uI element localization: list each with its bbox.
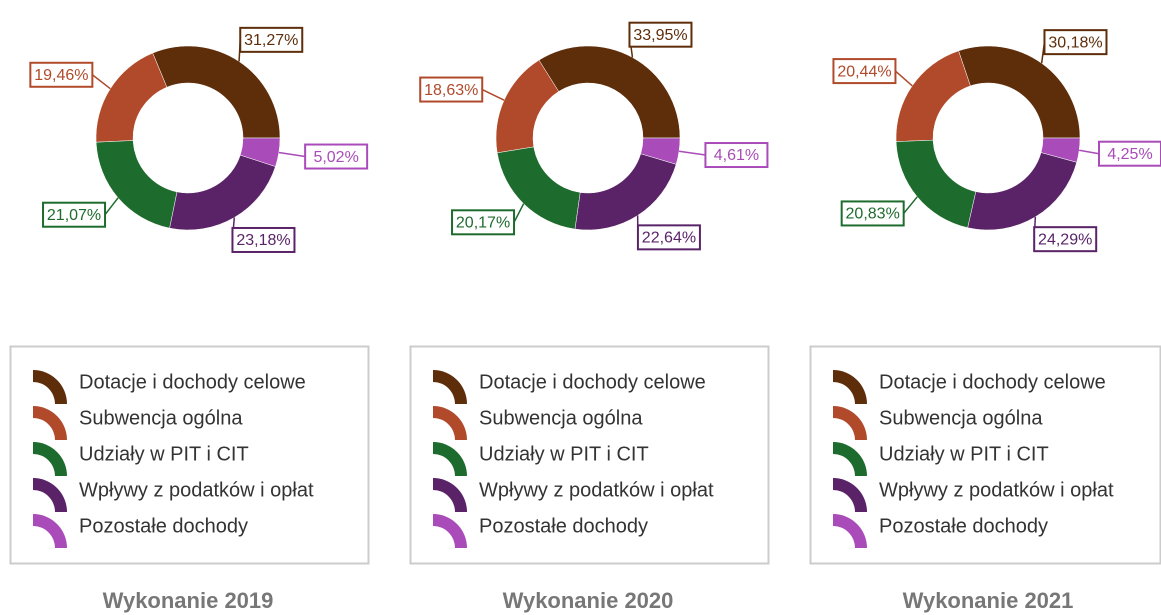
legend-icon (833, 478, 867, 512)
value-label-box (419, 76, 484, 103)
donut-segment (1040, 137, 1081, 163)
value-label: 18,63% (424, 82, 478, 99)
legend-label: Wpływy z podatków i opłat (79, 479, 314, 501)
legend-icon (433, 478, 467, 512)
donut-segment (95, 140, 178, 229)
legend-label: Pozostałe dochody (479, 515, 648, 537)
donut-segment (95, 52, 168, 143)
donut-segment (574, 153, 677, 231)
value-label: 24,29% (1038, 231, 1092, 248)
donut-segment (239, 137, 281, 167)
legend-icon (433, 514, 467, 548)
legend-icon (33, 406, 67, 440)
donut-segment (496, 146, 581, 230)
legend-icon (433, 370, 467, 404)
legend-icon (33, 478, 67, 512)
value-label-box (231, 226, 296, 253)
legend-box (9, 345, 370, 565)
legend-label: Wpływy z podatków i opłat (479, 479, 714, 501)
value-label: 5,02% (313, 149, 358, 166)
value-label: 21,07% (47, 207, 101, 224)
legend-label: Udziały w PIT i CIT (479, 443, 649, 465)
legend-icon (433, 406, 467, 440)
leader-line (1079, 149, 1100, 155)
leader-line (278, 151, 306, 158)
value-label-box (1033, 226, 1098, 253)
donut-segment (895, 50, 971, 142)
donut-segment (967, 152, 1078, 231)
donut-segment (538, 45, 681, 139)
value-label: 20,17% (456, 215, 510, 232)
donut-segment (895, 139, 977, 229)
legend-icon (33, 514, 67, 548)
legend-icon (33, 442, 67, 476)
value-label: 20,83% (846, 206, 900, 223)
value-label-box (239, 26, 304, 53)
legend-box (809, 345, 1161, 565)
value-label: 4,25% (1107, 146, 1152, 163)
legend-icon (33, 370, 67, 404)
legend-icon (433, 442, 467, 476)
leader-line (903, 196, 918, 214)
value-label-box (628, 21, 693, 48)
donut-segment (152, 45, 281, 139)
value-label-box (636, 224, 701, 251)
value-label-box (704, 142, 769, 169)
value-label: 20,44% (837, 63, 891, 80)
value-label: 33,95% (633, 27, 687, 44)
leader-line (678, 150, 706, 156)
value-label-box (304, 143, 369, 170)
leader-line (513, 203, 525, 223)
donut-segment (169, 154, 276, 231)
value-label: 30,18% (1048, 34, 1102, 51)
legend-icon (833, 406, 867, 440)
value-label: 4,61% (714, 147, 759, 164)
legend-label: Subwencja ogólna (879, 407, 1043, 429)
legend-label: Udziały w PIT i CIT (79, 443, 249, 465)
legend-label: Subwencja ogólna (79, 407, 243, 429)
legend-icon (833, 442, 867, 476)
donut-segment (640, 137, 681, 165)
chart-title: Wykonanie 2019 (103, 588, 274, 613)
value-label-box (832, 58, 897, 85)
legend-label: Dotacje i dochody celowe (79, 371, 306, 393)
legend-box (409, 345, 770, 565)
value-label-box (29, 61, 94, 88)
chart-title: Wykonanie 2020 (503, 588, 674, 613)
value-label-box (1043, 29, 1108, 56)
legend-icon (833, 370, 867, 404)
legend-label: Dotacje i dochody celowe (879, 371, 1106, 393)
legend-icon (833, 514, 867, 548)
legend-label: Pozostałe dochody (79, 515, 248, 537)
value-label-box (840, 200, 905, 227)
legend-label: Udziały w PIT i CIT (879, 443, 1049, 465)
value-label: 22,64% (642, 230, 696, 247)
legend-label: Dotacje i dochody celowe (479, 371, 706, 393)
value-label: 31,27% (244, 32, 298, 49)
legend-label: Pozostałe dochody (879, 515, 1048, 537)
value-label-box (42, 201, 107, 228)
leader-line (91, 74, 111, 90)
donut-segment (495, 59, 560, 154)
value-label: 23,18% (236, 232, 290, 249)
value-label-box (1098, 140, 1161, 167)
chart-title: Wykonanie 2021 (903, 588, 1074, 613)
leader-line (481, 88, 505, 101)
legend-label: Subwencja ogólna (479, 407, 643, 429)
value-label-box (451, 209, 516, 236)
legend-label: Wpływy z podatków i opłat (879, 479, 1114, 501)
value-label: 19,46% (34, 67, 88, 84)
leader-line (894, 70, 913, 87)
donut-segment (958, 45, 1081, 139)
leader-line (104, 197, 119, 216)
